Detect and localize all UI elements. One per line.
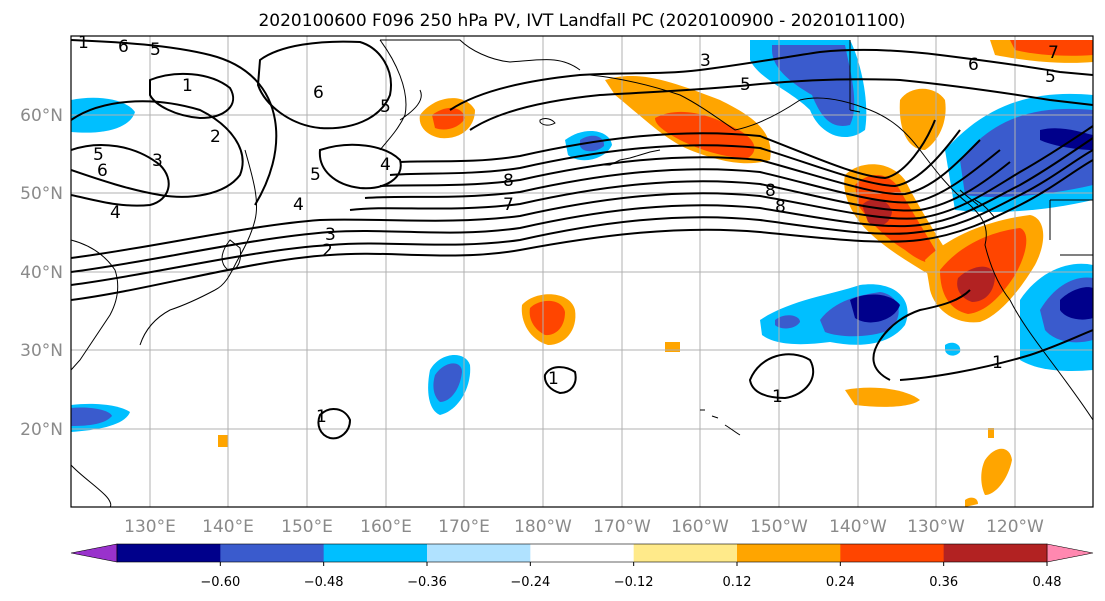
colorbar-segment	[840, 544, 945, 562]
pv-contours	[71, 39, 1093, 440]
contour-label: 6	[968, 55, 979, 75]
contour-label: 5	[740, 75, 751, 95]
contour-label: 1	[316, 407, 327, 427]
colorbar-segment	[737, 544, 841, 562]
contour-label: 8	[775, 197, 786, 217]
contour-label: 4	[110, 203, 121, 223]
contour-label: 8	[765, 181, 776, 201]
colorbar-tick-label: −0.48	[304, 575, 344, 590]
figure-title: 2020100600 F096 250 hPa PV, IVT Landfall…	[258, 11, 905, 31]
colorbar-tick-label: 0.36	[929, 575, 958, 590]
contour-label: 5	[310, 165, 321, 185]
contour-label: 3	[152, 151, 163, 171]
colorbar-frame	[116, 543, 1048, 563]
colorbar-tick-label: 0.12	[723, 575, 752, 590]
contour-label: 7	[1048, 43, 1059, 63]
lon-label: 140°W	[829, 517, 887, 537]
contour-label: 6	[97, 161, 108, 181]
coastlines	[71, 39, 1093, 507]
contour-label: 8	[503, 171, 514, 191]
colorbar-min-extension	[70, 543, 118, 563]
map-frame	[70, 35, 1094, 508]
ivt-positive-shading	[218, 40, 1093, 507]
contour-label: 1	[78, 33, 89, 53]
colorbar-segment	[530, 544, 635, 562]
contour-label: 2	[210, 127, 221, 147]
colorbar-segment	[943, 544, 1048, 562]
colorbar-tick-label: −0.24	[510, 575, 550, 590]
lon-label: 130°W	[907, 517, 965, 537]
lon-label: 160°W	[671, 517, 729, 537]
lon-label: 180°W	[514, 517, 572, 537]
colorbar-tick-label: −0.60	[200, 575, 240, 590]
lon-label: 170°W	[593, 517, 651, 537]
lon-label: 160°E	[360, 517, 412, 537]
pv-contour-labels: 1 2 3 4 5 6 6 5 4 3 2 1 6 5 4 5 7 8 3 5 …	[78, 33, 1059, 427]
colorbar: −0.60 −0.48 −0.36 −0.24 −0.12 0.12 0.24 0.36 0.4…	[70, 543, 1094, 590]
colorbar-tick-label: −0.12	[614, 575, 654, 590]
contour-label: 3	[700, 51, 711, 71]
colorbar-tick-label: −0.36	[407, 575, 447, 590]
lon-label: 130°E	[124, 517, 176, 537]
contour-label: 2	[322, 241, 333, 261]
colorbar-segment	[323, 544, 428, 562]
contour-label: 5	[380, 97, 391, 117]
contour-label: 5	[150, 40, 161, 60]
lon-label: 150°E	[281, 517, 333, 537]
lat-label: 50°N	[20, 184, 63, 204]
colorbar-tick-label: 0.24	[826, 575, 855, 590]
lon-label: 150°W	[750, 517, 808, 537]
colorbar-tick-label: 0.48	[1033, 575, 1062, 590]
lon-label: 170°E	[438, 517, 490, 537]
lon-label: 140°E	[202, 517, 254, 537]
lat-label: 20°N	[20, 420, 63, 440]
contour-label: 6	[313, 83, 324, 103]
latitude-labels: 60°N 50°N 40°N 30°N 20°N	[20, 106, 63, 440]
lat-label: 60°N	[20, 106, 63, 126]
lon-label: 120°W	[986, 517, 1044, 537]
contour-label: 1	[182, 76, 193, 96]
colorbar-segment	[427, 544, 531, 562]
lat-label: 40°N	[20, 263, 63, 283]
colorbar-segment	[117, 544, 221, 562]
colorbar-max-extension	[1046, 543, 1094, 563]
lat-label: 30°N	[20, 341, 63, 361]
contour-label: 5	[1045, 67, 1056, 87]
colorbar-segment	[220, 544, 325, 562]
contour-label: 7	[503, 195, 514, 215]
contour-label: 5	[93, 145, 104, 165]
contour-label: 1	[992, 353, 1003, 373]
longitude-labels: 130°E 140°E 150°E 160°E 170°E 180°W 170°…	[124, 517, 1044, 537]
colorbar-segment	[633, 544, 738, 562]
contour-label: 3	[325, 225, 336, 245]
contour-label: 4	[293, 195, 304, 215]
contour-label: 1	[772, 387, 783, 407]
contour-label: 6	[118, 37, 129, 57]
contour-label: 1	[548, 369, 559, 389]
contour-label: 4	[380, 155, 391, 175]
